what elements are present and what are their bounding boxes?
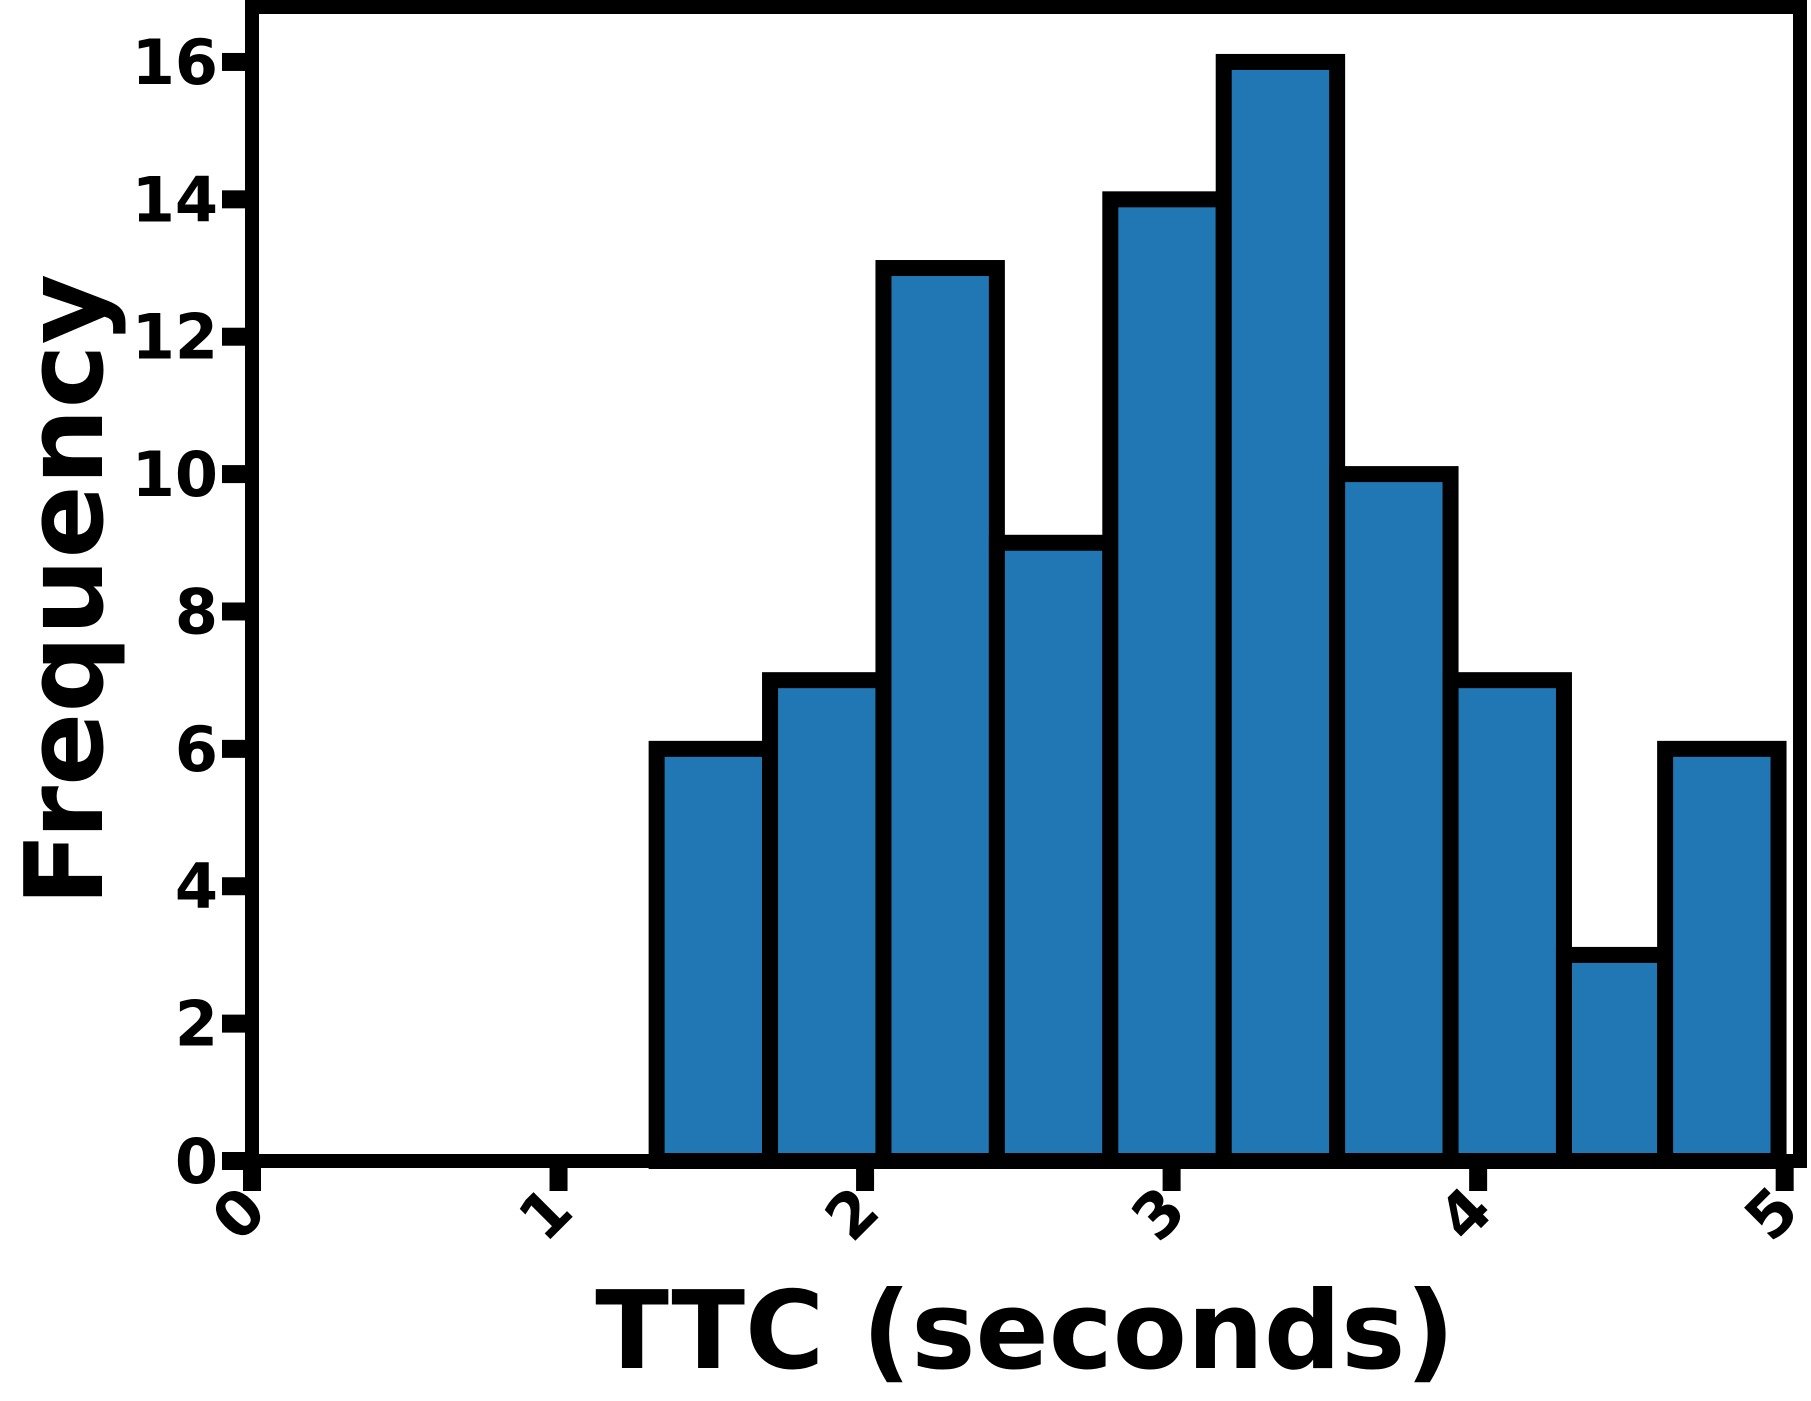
y-tick-label: 12 — [132, 301, 218, 374]
histogram-bar — [1555, 946, 1674, 1170]
y-tick-label: 2 — [175, 988, 218, 1061]
y-tick-label: 14 — [132, 163, 218, 236]
y-axis-ticks: 0 2 4 6 8 10 12 14 16 — [132, 26, 252, 1198]
x-tick-mark — [856, 1161, 875, 1191]
x-tick-mark — [243, 1161, 261, 1191]
histogram-bar — [1102, 191, 1232, 1170]
y-tick-label: 6 — [175, 713, 218, 786]
y-tick-mark — [222, 52, 252, 71]
histogram-bar — [875, 260, 1005, 1169]
x-tick-label: 2 — [811, 1173, 893, 1255]
y-tick-label: 8 — [175, 575, 218, 648]
x-tick-mark — [1469, 1161, 1488, 1191]
y-tick-mark — [222, 327, 252, 346]
y-tick-label: 0 — [175, 1125, 218, 1198]
y-tick-mark — [222, 602, 252, 621]
y-tick-mark — [222, 190, 252, 209]
y-tick-label: 10 — [132, 438, 218, 511]
histogram-bar — [648, 740, 779, 1169]
histogram-bar — [762, 672, 892, 1170]
x-tick-label: 4 — [1424, 1173, 1506, 1255]
y-tick-mark — [222, 465, 252, 484]
x-tick-mark — [549, 1161, 568, 1191]
plot-frame — [245, 0, 1807, 1168]
y-tick-mark — [222, 1014, 252, 1033]
y-axis-title: Frequency — [3, 274, 128, 906]
histogram-bar — [1329, 466, 1459, 1170]
x-tick-label: 5 — [1730, 1173, 1811, 1255]
y-tick-label: 4 — [175, 850, 218, 923]
histogram-bar — [1657, 740, 1787, 1169]
x-axis-title: TTC (seconds) — [595, 1269, 1455, 1394]
y-tick-label: 16 — [132, 26, 218, 99]
x-tick-mark — [1775, 1161, 1794, 1191]
histogram-bars — [648, 53, 1787, 1170]
x-tick-label: 1 — [504, 1173, 586, 1255]
x-tick-label: 3 — [1117, 1173, 1199, 1255]
histogram-bar — [1442, 672, 1572, 1170]
x-tick-mark — [1162, 1161, 1181, 1191]
y-tick-mark — [222, 877, 252, 896]
histogram-bar — [1215, 53, 1346, 1169]
histogram-bar — [988, 534, 1119, 1169]
y-tick-mark — [222, 739, 252, 758]
